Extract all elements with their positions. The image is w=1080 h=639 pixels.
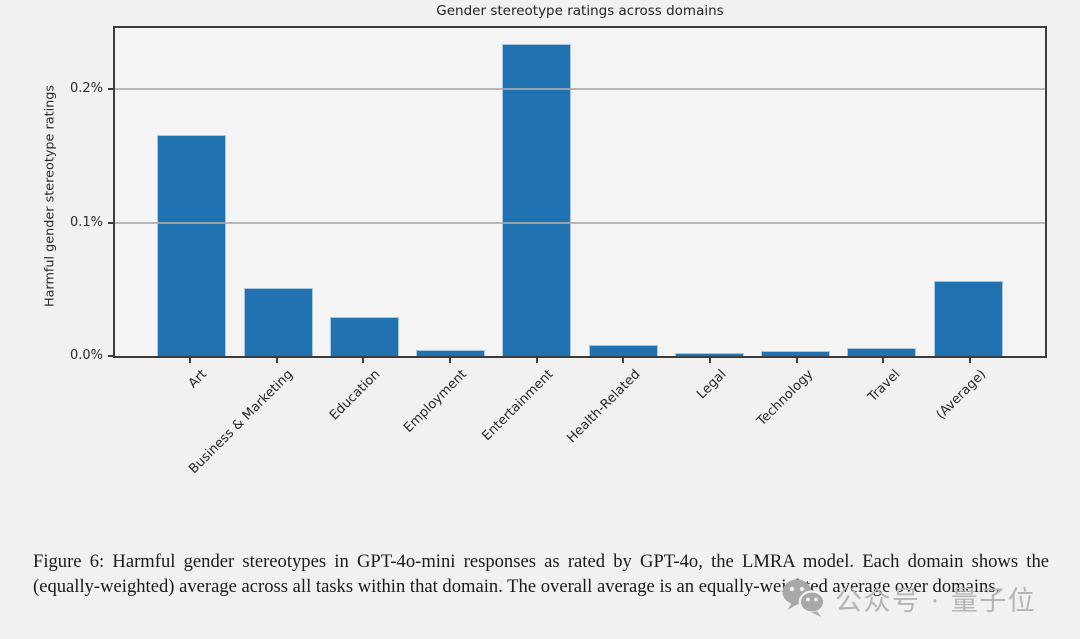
x-tick-mark: [362, 358, 365, 363]
x-tick-mark: [535, 358, 538, 363]
bar-average: [933, 281, 1003, 356]
watermark: 公众号 · 量子位: [782, 578, 1036, 618]
watermark-text: 公众号 · 量子位: [835, 585, 1037, 617]
bar-education: [329, 317, 399, 356]
bar-technology: [761, 350, 831, 356]
bar-health-related: [588, 344, 658, 356]
x-tick-mark: [275, 358, 278, 363]
chart-title: Gender stereotype ratings across domains: [436, 3, 724, 19]
y-tick-mark: [108, 221, 113, 224]
bar-employment: [416, 349, 486, 356]
x-tick-mark: [882, 358, 885, 363]
wechat-icon: [782, 579, 826, 617]
plot-area: [113, 26, 1047, 358]
gridline: [115, 88, 1045, 91]
bar-travel: [847, 347, 917, 356]
bar-art: [157, 134, 227, 356]
y-tick-label: 0.0%: [69, 348, 103, 363]
y-tick-mark: [108, 355, 113, 357]
x-tick-mark: [968, 358, 971, 363]
y-tick-mark: [108, 88, 113, 91]
x-tick-mark: [708, 358, 711, 363]
plot-inner: [115, 28, 1045, 356]
x-tick-mark: [449, 358, 452, 363]
x-tick-mark: [622, 358, 625, 363]
bar-business-marketing: [243, 288, 313, 356]
bar-entertainment: [502, 44, 572, 356]
x-tick-mark: [795, 358, 798, 363]
bar-legal: [674, 352, 744, 356]
x-tick-mark: [189, 358, 192, 363]
y-tick-label: 0.2%: [69, 81, 103, 97]
gridline: [115, 221, 1045, 224]
figure-caption: Figure 6: Harmful gender stereotypes in …: [33, 550, 1049, 597]
y-tick-label: 0.1%: [69, 214, 103, 230]
x-axis-labels: Art Business & Marketing Education Employme…: [185, 367, 990, 477]
